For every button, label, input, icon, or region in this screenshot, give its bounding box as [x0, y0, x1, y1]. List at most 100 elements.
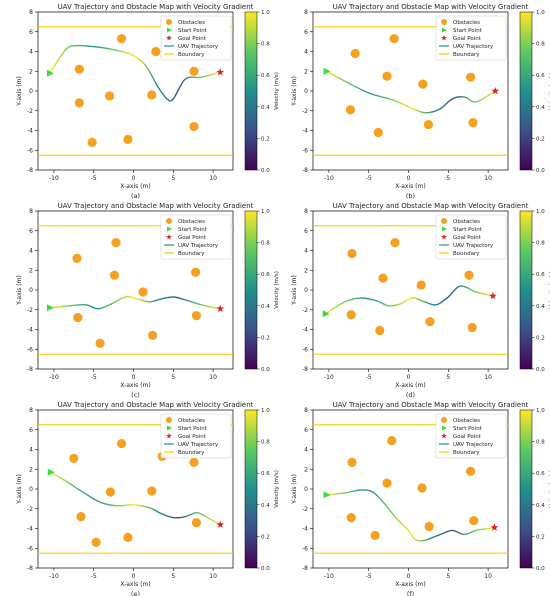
- legend-entry: Boundary: [178, 251, 205, 257]
- legend-entry: Goal Point: [453, 36, 482, 42]
- uav-trajectory: [326, 70, 496, 114]
- obstacle-marker: [424, 521, 434, 532]
- y-axis-label: Y-axis (m): [16, 275, 23, 306]
- legend-box: [160, 413, 232, 459]
- legend-box: [435, 413, 507, 459]
- obstacle-marker: [346, 310, 356, 320]
- obstacle-marker: [382, 71, 392, 81]
- colorbar-tick-label: 0.4: [536, 304, 545, 310]
- obstacle-marker: [69, 453, 79, 463]
- y-tick-label: -8: [302, 167, 308, 174]
- chart-panel-f: UAV Trajectory and Obstacle Map with Vel…: [291, 401, 550, 596]
- chart-title: UAV Trajectory and Obstacle Map with Vel…: [333, 3, 529, 11]
- legend-entry: Start Point: [178, 227, 208, 233]
- legend-box: [435, 15, 507, 61]
- y-tick-label: 0: [29, 88, 33, 95]
- x-tick-label: 5: [446, 573, 450, 580]
- obstacle-marker: [467, 322, 477, 333]
- x-tick-label: 5: [171, 573, 175, 580]
- x-tick-label: 0: [132, 573, 136, 580]
- y-tick-label: 8: [29, 9, 33, 16]
- obstacle-marker: [382, 478, 392, 488]
- y-tick-label: 0: [304, 287, 308, 294]
- y-tick-label: -6: [27, 147, 33, 154]
- obstacle-marker: [147, 90, 157, 100]
- y-tick-label: -6: [27, 346, 33, 353]
- colorbar-tick-label: 0.8: [536, 241, 545, 247]
- chart-panel-b: UAV Trajectory and Obstacle Map with Vel…: [291, 3, 550, 200]
- x-tick-label: 5: [446, 175, 450, 182]
- x-tick-label: 0: [132, 374, 136, 381]
- chart-panel-e: UAV Trajectory and Obstacle Map with Vel…: [16, 401, 280, 596]
- x-tick-label: 10: [484, 573, 492, 580]
- panel-letter: (f): [407, 590, 414, 596]
- y-axis-label: Y-axis (m): [291, 76, 298, 107]
- legend-entry: Goal Point: [453, 434, 482, 440]
- x-tick-label: 10: [209, 374, 217, 381]
- x-axis-label: X-axis (m): [120, 581, 150, 588]
- x-axis-label: X-axis (m): [120, 382, 150, 389]
- panel-letter: (e): [131, 590, 140, 596]
- y-tick-label: 0: [29, 287, 33, 294]
- x-tick-label: 5: [171, 374, 175, 381]
- colorbar-tick-label: 0.8: [261, 42, 270, 48]
- start-point-marker: [46, 69, 54, 77]
- legend-entry: Start Point: [178, 28, 208, 34]
- uav-trajectory: [326, 489, 495, 542]
- obstacle-marker: [189, 457, 199, 467]
- colorbar-tick-label: 0.2: [261, 136, 270, 142]
- x-tick-label: 10: [209, 175, 217, 182]
- colorbar: [244, 11, 258, 171]
- colorbar-tick-label: 0.8: [261, 241, 270, 247]
- x-axis-label: X-axis (m): [395, 183, 425, 190]
- colorbar-tick-label: 0.8: [536, 440, 545, 446]
- obstacle-marker: [464, 270, 474, 280]
- obstacle-marker: [76, 512, 86, 522]
- x-tick-label: -5: [366, 175, 372, 182]
- y-tick-label: 8: [304, 407, 308, 414]
- y-tick-label: 6: [304, 427, 308, 434]
- obstacle-marker: [138, 287, 148, 297]
- obstacle-marker: [73, 313, 83, 323]
- y-tick-label: 4: [29, 49, 33, 56]
- chart-title: UAV Trajectory and Obstacle Map with Vel…: [333, 401, 529, 409]
- x-tick-label: 0: [407, 573, 411, 580]
- x-tick-label: -10: [49, 573, 59, 580]
- y-tick-label: 0: [304, 88, 308, 95]
- legend-obstacle-symbol: [166, 19, 172, 25]
- obstacle-marker: [148, 330, 158, 341]
- obstacle-marker: [418, 79, 428, 89]
- start-point-marker: [47, 468, 55, 476]
- y-axis-label: Y-axis (m): [291, 474, 298, 505]
- y-tick-label: 2: [29, 466, 33, 473]
- start-point-marker: [323, 491, 331, 499]
- obstacle-marker: [345, 105, 356, 115]
- legend-entry: Obstacles: [453, 219, 480, 225]
- chart-title: UAV Trajectory and Obstacle Map with Vel…: [58, 401, 254, 409]
- uav-trajectory: [325, 285, 494, 315]
- obstacle-marker: [425, 317, 435, 327]
- x-tick-label: -10: [49, 374, 59, 381]
- panel-letter: (b): [406, 192, 415, 200]
- legend-box: [160, 214, 232, 260]
- obstacle-marker: [191, 517, 201, 528]
- obstacle-marker: [147, 486, 157, 496]
- colorbar-tick-label: 0.0: [261, 566, 270, 572]
- x-tick-label: 5: [171, 175, 175, 182]
- y-tick-label: -8: [27, 565, 33, 572]
- colorbar: [519, 210, 533, 370]
- colorbar-tick-label: 0.8: [261, 440, 270, 446]
- legend-entry: UAV Trajectory: [453, 243, 494, 249]
- legend-box: [160, 15, 232, 61]
- legend-obstacle-symbol: [441, 218, 447, 224]
- colorbar-tick-label: 0.6: [536, 73, 545, 79]
- legend-entry: Start Point: [178, 426, 208, 432]
- y-tick-label: 6: [304, 228, 308, 235]
- legend-entry: Boundary: [453, 52, 480, 58]
- obstacle-marker: [423, 119, 434, 130]
- colorbar-tick-label: 0.6: [261, 272, 270, 278]
- y-tick-label: 4: [29, 447, 33, 454]
- y-axis-label: Y-axis (m): [16, 474, 23, 505]
- y-tick-label: 6: [29, 228, 33, 235]
- colorbar-tick-label: 1.0: [261, 408, 270, 414]
